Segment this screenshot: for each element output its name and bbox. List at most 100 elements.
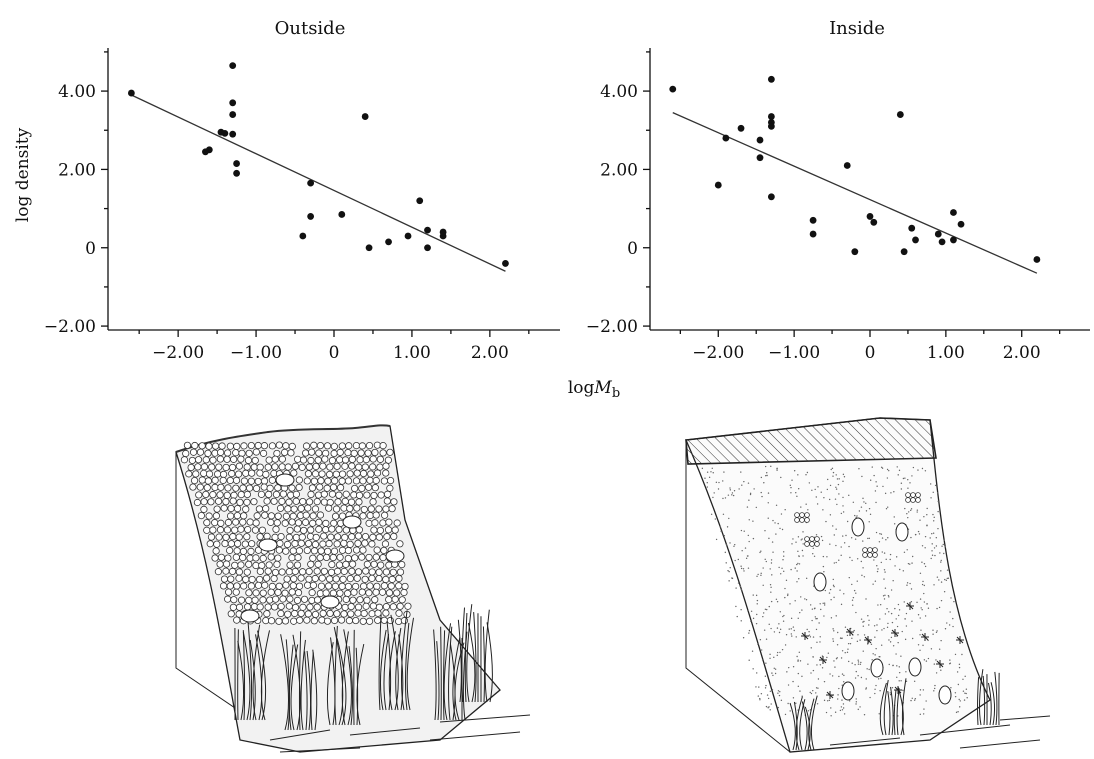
outside-mussel-shell [315,449,323,457]
inside-stipple-dot [771,689,774,691]
inside-stipple-dot [832,584,835,587]
outside-mussel-shell [281,589,289,597]
outside-mussel-shell [228,463,237,472]
outside-mussel-shell [243,533,251,541]
inside-stipple-dot [910,536,912,539]
inside-stipple-dot [795,491,797,494]
inside-stipple-dot [814,488,816,491]
outside-mussel-shell [324,547,332,555]
outside-mussel-shell [376,526,385,535]
outside-mussel-shell [341,603,349,611]
inside-stipple-dot [784,713,787,716]
inside-stipple-dot [847,642,850,645]
inside-stipple-dot [767,517,769,519]
outside-kelp-frond [440,626,442,721]
inside-stipple-dot [873,474,875,477]
inside-stipple-dot [790,617,793,620]
inside-stipple-dot [832,475,834,477]
outside-mussel-shell [382,462,390,470]
outside-slope-illustration [175,424,531,753]
inside-stipple-dot [779,628,782,631]
outside-mussel-shell [232,553,240,561]
outside-mussel-shell [371,596,379,604]
inside-stipple-dot [884,492,887,495]
outside-mussel-shell [273,560,281,568]
inside-stipple-dot [765,475,767,477]
inside-stipple-dot [776,468,778,470]
inside-stipple-dot [911,555,914,558]
inside-stipple-dot [701,467,704,470]
inside-stipple-dot [917,644,920,646]
outside-mussel-shell [299,498,307,506]
inside-stipple-dot [958,706,961,708]
inside-stipple-dot [880,644,883,646]
outside-mussel-shell [283,575,291,583]
outside-data-point [221,129,229,137]
inside-stipple-dot [917,614,920,616]
inside-stipple-dot [859,663,862,665]
inside-data-point [934,230,942,238]
outside-mussel-shell [292,490,301,498]
outside-mussel-shell [346,540,354,548]
inside-stipple-dot [854,538,857,540]
inside-stipple-dot [812,669,815,672]
inside-stipple-dot [732,494,735,497]
outside-mussel-shell [337,616,346,624]
inside-stipple-dot [791,479,793,481]
outside-mussel-shell [379,442,387,450]
x-axis-title-sub: b [612,386,620,401]
outside-mussel-shell [322,526,330,534]
inside-stipple-dot [885,558,887,561]
outside-kelp-frond [448,626,453,721]
outside-mussel-shell [330,547,339,555]
outside-mussel-shell [382,568,391,576]
inside-stipple-dot [879,690,881,692]
inside-stipple-dot [826,656,828,659]
inside-data-point [737,124,745,132]
inside-stipple-dot [704,477,706,479]
outside-mussel-shell [197,512,205,520]
outside-kelp-frond [388,631,396,711]
outside-mussel-shell [340,539,348,547]
inside-seastar [894,686,902,694]
outside-mussel-shell [196,448,205,456]
outside-mussel-shell [351,484,359,493]
outside-kelp-frond [310,652,314,731]
outside-mussel-shell [277,532,285,541]
inside-seastar [826,691,834,699]
outside-mussel-shell [310,441,318,449]
outside-mussel-shell [290,617,298,625]
inside-stipple-dot [801,695,803,697]
inside-stipple-dot [765,662,767,664]
outside-mussel-shell [332,470,340,478]
outside-mussel-shell [377,561,385,569]
outside-mussel-shell [294,519,303,527]
inside-stipple-dot [831,675,834,677]
outside-mussel-shell [385,589,394,597]
inside-stipple-dot [751,650,754,652]
outside-mussel-shell [388,505,396,513]
inside-stipple-dot [817,687,819,689]
outside-mussel-shell [208,463,216,471]
outside-mussel-shell [260,442,269,450]
outside-kelp-frond [298,631,302,731]
outside-mussel-shell [316,483,324,491]
inside-stipple-dot [839,709,842,712]
inside-stipple-dot [812,636,815,638]
outside-mussel-shell [226,476,234,485]
inside-stipple-dot [895,653,897,655]
inside-stipple-dot [938,606,941,609]
inside-stipple-dot [946,577,948,580]
outside-mussel-shell [235,470,243,478]
outside-mussel-shell [363,491,371,499]
inside-stipple-dot [952,625,954,628]
inside-stipple-dot [780,699,783,702]
outside-mussel-shell [311,540,320,549]
outside-mussel-shell [311,610,320,619]
inside-stipple-dot [740,567,743,570]
outside-mussel-shell [297,609,305,618]
inside-stipple-dot [931,533,933,535]
outside-mussel-shell [341,456,350,464]
inside-stipple-dot [775,533,777,535]
